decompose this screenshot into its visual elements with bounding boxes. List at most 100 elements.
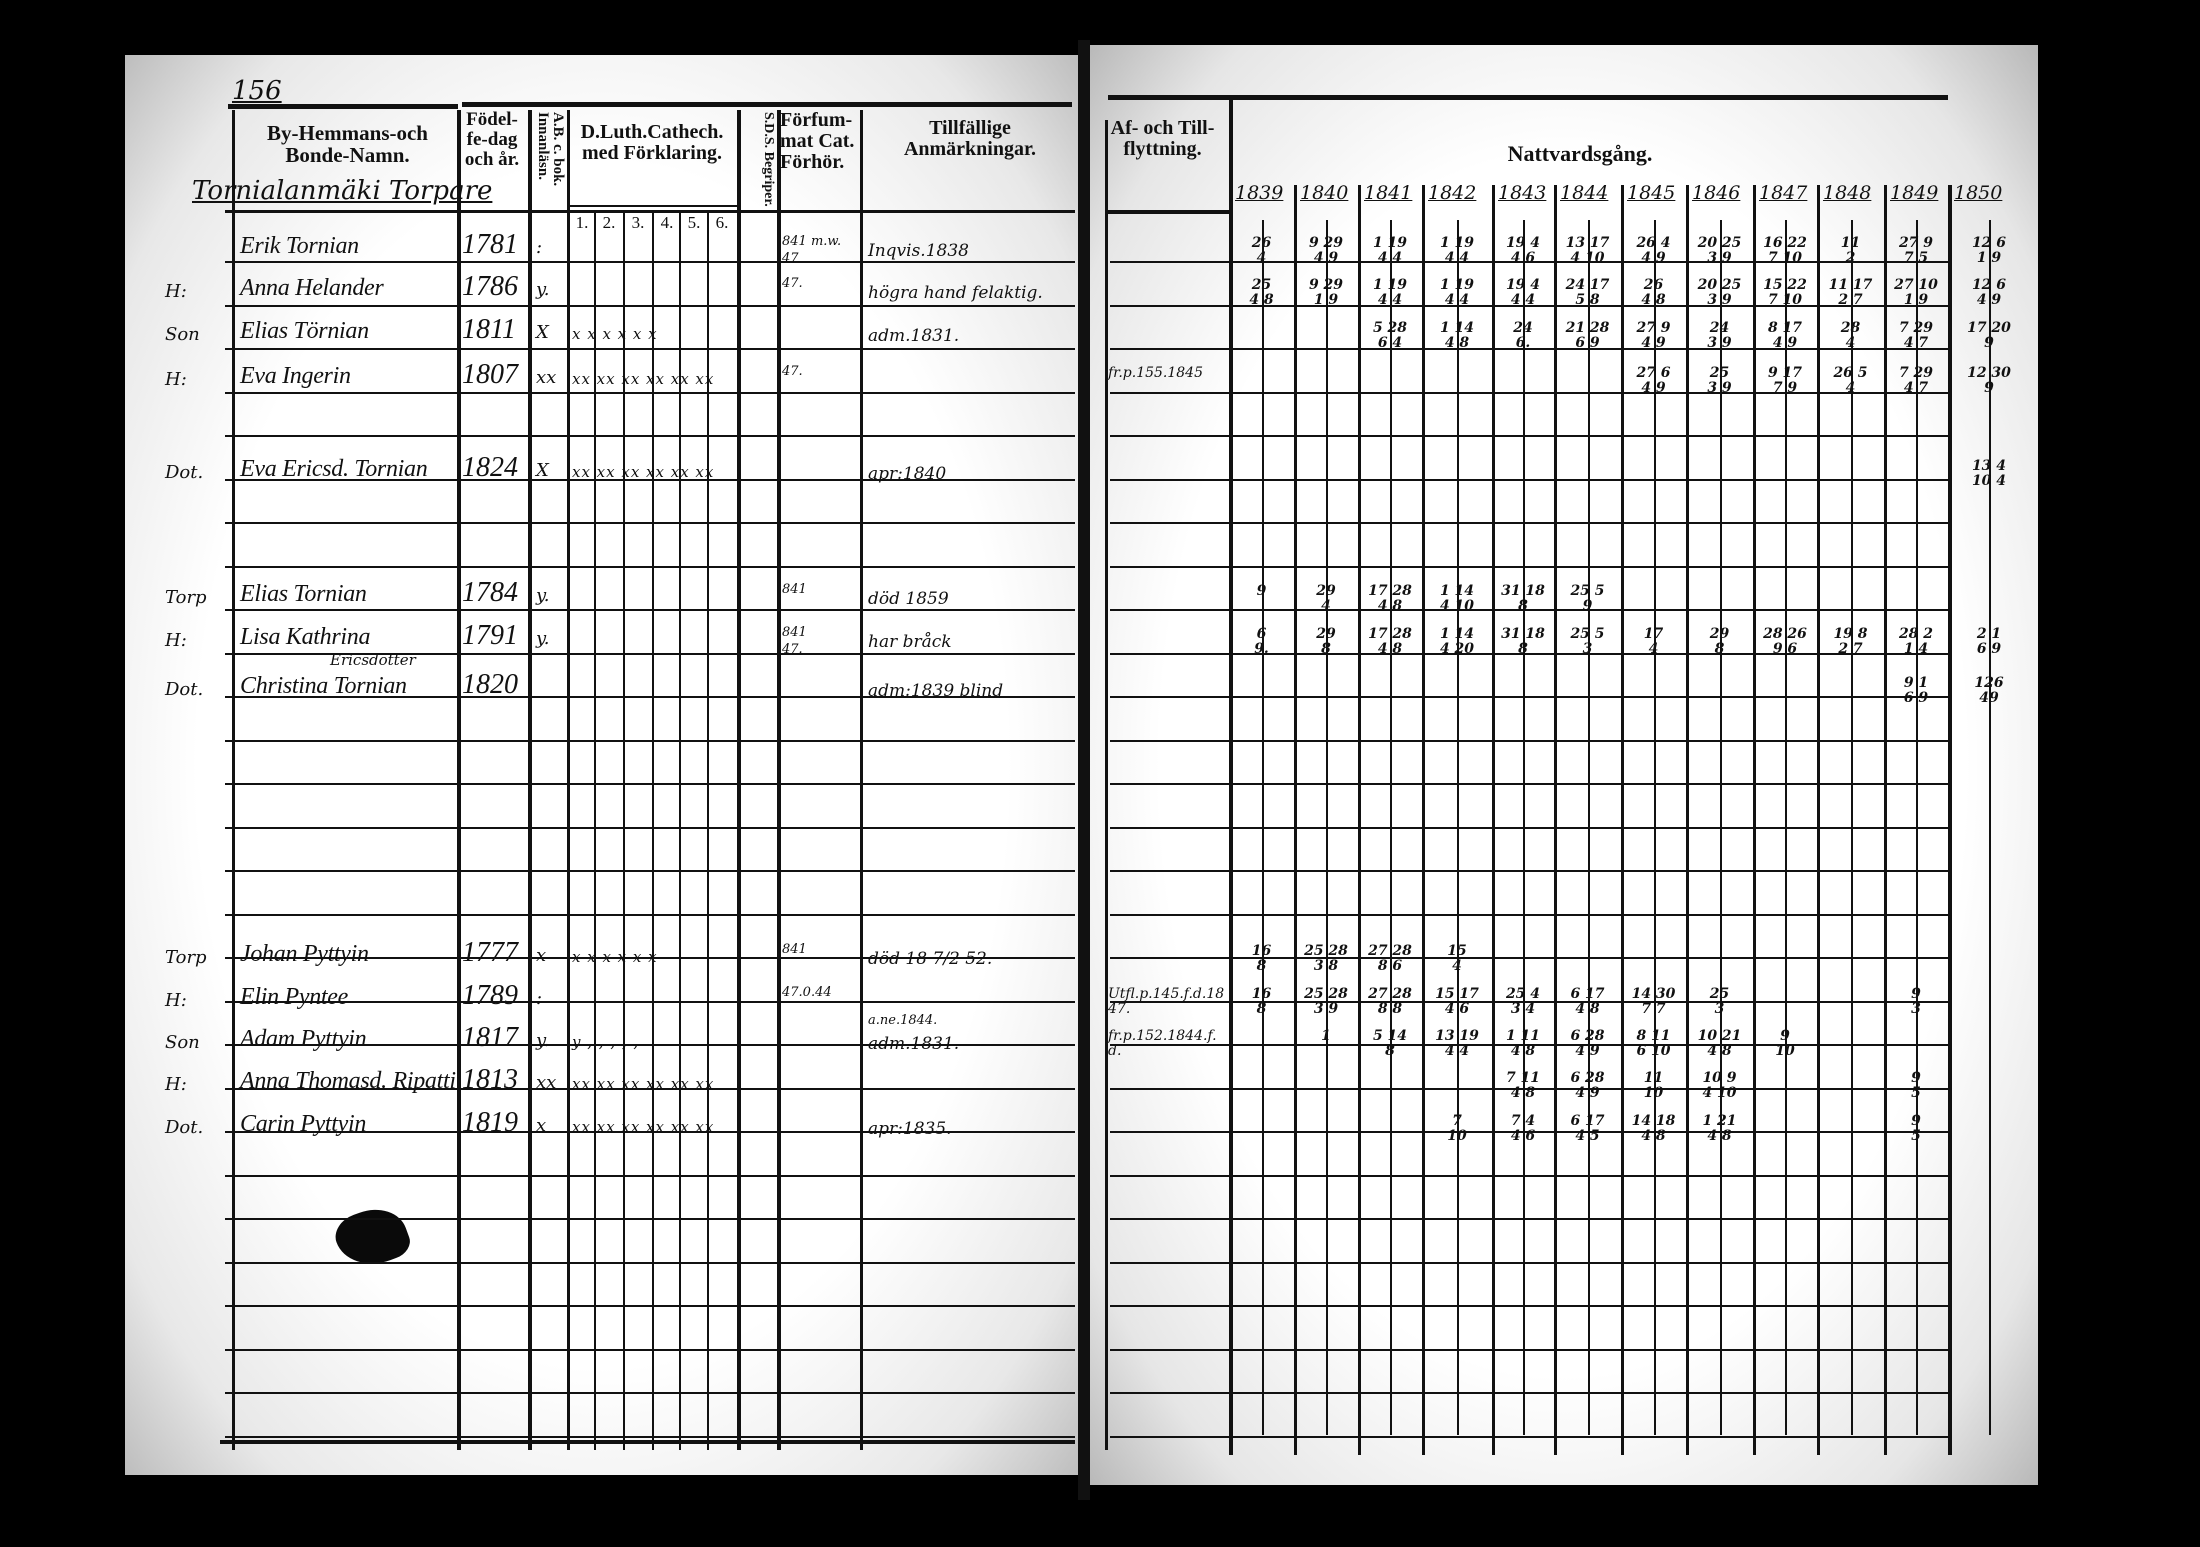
row-line: [1110, 305, 1950, 307]
ab-mark: xx: [536, 367, 557, 388]
communion-entry: 25 28 3 8: [1304, 943, 1348, 974]
year-label: 1842: [1428, 182, 1477, 204]
header-birth: Födel-fe-dag och år.: [464, 109, 520, 170]
row-line: [1110, 348, 1950, 350]
column-line: [1753, 185, 1756, 1455]
header-bottom-rule: [225, 210, 1075, 213]
row-line: [225, 740, 1075, 742]
column-line: [1554, 185, 1557, 1455]
person-name: Johan Pyttyin: [240, 941, 369, 967]
communion-entry: 6 9.: [1254, 626, 1269, 657]
header-bottom-rule: [568, 205, 738, 207]
ab-mark: X: [536, 322, 549, 343]
row-line: [225, 261, 1075, 263]
row-line: [225, 783, 1075, 785]
communion-entry: 25 3: [1709, 986, 1730, 1017]
column-line: [1884, 185, 1887, 1455]
catechism-part-label: 5.: [687, 213, 701, 232]
communion-entry: 5 28 6 4: [1372, 320, 1408, 351]
page-number: 156: [232, 76, 282, 106]
birth-year: 1786: [462, 271, 518, 302]
missed-hearing: 841: [782, 942, 807, 957]
communion-entry: 27 10 1 9: [1894, 277, 1938, 308]
communion-entry: 1 14 4 8: [1439, 320, 1475, 351]
ab-mark: y.: [536, 585, 550, 606]
communion-entry: 9 5: [1911, 1113, 1921, 1144]
communion-entry: 19 8 2 7: [1833, 626, 1868, 657]
communion-entry: 9 3: [1911, 986, 1921, 1017]
year-label: 1844: [1560, 182, 1609, 204]
birth-year: 1781: [462, 229, 518, 260]
row-line: [225, 392, 1075, 394]
year-label: 1841: [1364, 182, 1413, 204]
note: adm:1839 blind: [868, 681, 1004, 701]
catechism-part-label: 1.: [575, 213, 589, 232]
column-line: [707, 210, 709, 1450]
row-line: [1110, 522, 1950, 524]
communion-entry: 7 11 4 8: [1505, 1070, 1541, 1101]
communion-entry: 7 10: [1447, 1113, 1467, 1144]
note: adm.1831.: [868, 326, 960, 346]
person-role: Torp: [165, 947, 207, 968]
communion-entry: 1 19 4 4: [1372, 235, 1408, 266]
catechism-marks: x x x x x x: [572, 325, 658, 343]
column-line: [232, 110, 235, 1450]
missed-hearing: 47.: [782, 642, 803, 657]
communion-entry: 1 19 4 4: [1439, 235, 1475, 266]
row-line: [1110, 1305, 1950, 1307]
row-line: [225, 479, 1075, 481]
header-ab: A.B. c. bok. Innanläsn.: [535, 112, 566, 187]
communion-entry: 26 4 4 9: [1636, 235, 1671, 266]
communion-entry: 19 4 4 4: [1505, 277, 1541, 308]
catechism-marks: xx xx xx xx xx xx: [572, 1075, 715, 1093]
row-line: [225, 305, 1075, 307]
column-line: [1621, 185, 1624, 1455]
column-line: [1229, 100, 1233, 1455]
communion-entry: 8 17 4 9: [1767, 320, 1803, 351]
communion-entry: 2 1 6 9: [1976, 626, 2002, 657]
birth-year: 1784: [462, 577, 518, 608]
column-line: [1422, 185, 1425, 1455]
person-name: Carin Pyttyin: [240, 1111, 367, 1137]
communion-entry: 15 4: [1447, 943, 1467, 974]
person-role: Dot.: [165, 679, 204, 700]
communion-entry: 27 6 4 9: [1636, 365, 1671, 396]
column-line: [457, 110, 461, 1450]
row-line: [225, 609, 1075, 611]
person-name-note: Ericsdotter: [330, 651, 416, 669]
communion-entry: 27 9 7 5: [1898, 235, 1934, 266]
year-label: 1850: [1954, 182, 2003, 204]
section-title: Tornialanmäki Torpare: [192, 176, 493, 206]
catechism-part-label: 2.: [602, 213, 616, 232]
person-role: H:: [165, 281, 187, 302]
row-line: [225, 1175, 1075, 1177]
communion-entry: 27 28 8 6: [1368, 943, 1412, 974]
row-line: [1110, 1349, 1950, 1351]
column-line: [679, 210, 681, 1450]
missed-hearing: 841: [782, 625, 807, 640]
migration-note: fr.p.155.1845: [1108, 365, 1203, 381]
year-label: 1840: [1300, 182, 1349, 204]
communion-entry: 126 49: [1974, 675, 2004, 706]
communion-entry: 17 28 4 8: [1368, 583, 1412, 614]
note: Inqvis.1838: [868, 241, 969, 261]
ab-mark: y.: [536, 628, 550, 649]
ab-mark: x: [536, 945, 547, 966]
row-line: [225, 1349, 1075, 1351]
column-line: [1948, 185, 1952, 1455]
person-name: Lisa Kathrina: [240, 624, 371, 650]
row-line: [225, 1088, 1075, 1090]
migration-note: Utfl.p.145.f.d.1847.: [1108, 986, 1225, 1017]
communion-entry: 25 5 3: [1570, 626, 1605, 657]
communion-entry: 8 11 6 10: [1636, 1028, 1671, 1059]
ab-mark: y.: [536, 1030, 550, 1051]
note: apr:1835.: [868, 1119, 952, 1139]
communion-entry: 24 17 5 8: [1565, 277, 1610, 308]
row-line: [225, 1262, 1075, 1264]
communion-entry: 28 26 9 6: [1763, 626, 1807, 657]
communion-entry: 29 4: [1316, 583, 1336, 614]
communion-entry: 28 2 1 4: [1898, 626, 1934, 657]
column-line: [1358, 185, 1361, 1455]
catechism-marks: xx xx xx xx xx xx: [572, 463, 715, 481]
row-line: [1110, 261, 1950, 263]
